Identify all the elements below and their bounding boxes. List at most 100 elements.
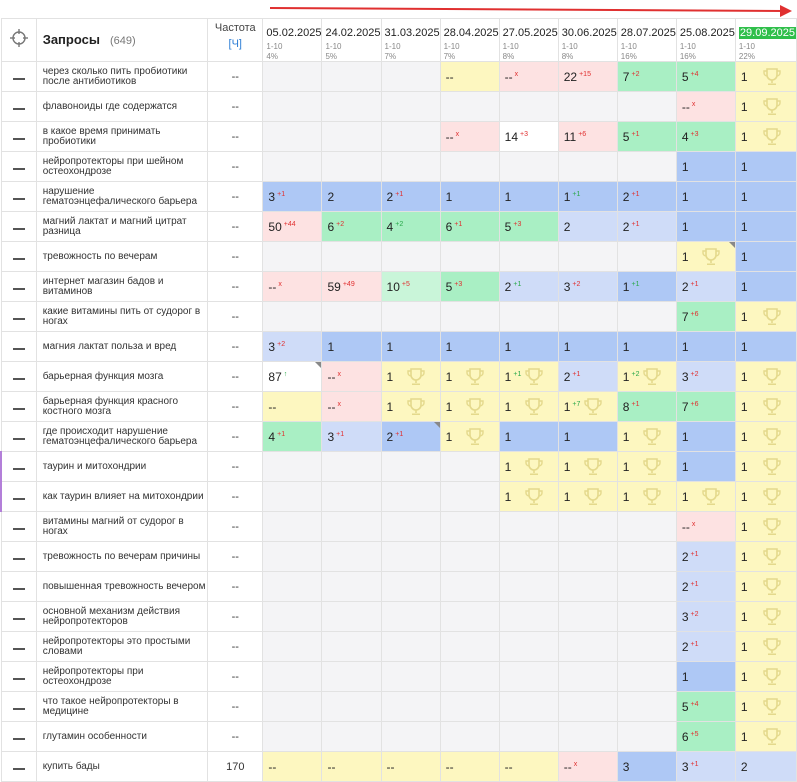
position-cell[interactable] bbox=[380, 121, 441, 152]
position-cell[interactable]: 1 bbox=[734, 691, 797, 722]
position-cell[interactable] bbox=[380, 151, 441, 182]
position-cell[interactable]: 1 bbox=[734, 631, 797, 662]
query-text[interactable]: интернет магазин бадов и витаминов bbox=[35, 271, 209, 302]
position-cell[interactable]: -- x bbox=[498, 61, 559, 92]
position-cell[interactable] bbox=[557, 151, 618, 182]
position-cell[interactable]: 6 +2 bbox=[321, 211, 382, 242]
position-cell[interactable] bbox=[262, 511, 323, 542]
position-cell[interactable]: 1 bbox=[734, 331, 797, 362]
query-text[interactable]: глутамин особенности bbox=[35, 721, 209, 752]
position-cell[interactable]: 1 bbox=[616, 451, 677, 482]
position-cell[interactable] bbox=[380, 481, 441, 512]
target-column-header[interactable] bbox=[0, 18, 37, 62]
date-column-header[interactable]: 25.08.2025 1-10 16% bbox=[675, 18, 736, 62]
position-cell[interactable]: 2 bbox=[321, 181, 382, 212]
position-cell[interactable] bbox=[616, 301, 677, 332]
position-cell[interactable] bbox=[262, 241, 323, 272]
position-cell[interactable]: -- x bbox=[262, 271, 323, 302]
position-cell[interactable] bbox=[321, 661, 382, 692]
position-cell[interactable]: 2 +1 bbox=[675, 631, 736, 662]
position-cell[interactable]: 1 bbox=[734, 301, 797, 332]
position-cell[interactable]: -- x bbox=[321, 361, 382, 392]
position-cell[interactable]: 1 bbox=[557, 421, 618, 452]
position-cell[interactable] bbox=[380, 631, 441, 662]
position-cell[interactable]: 3 +1 bbox=[262, 181, 323, 212]
position-cell[interactable]: 10 +5 bbox=[380, 271, 441, 302]
row-action-button[interactable] bbox=[0, 691, 37, 722]
query-text[interactable]: через сколько пить пробиотики после анти… bbox=[35, 61, 209, 92]
query-text[interactable]: нейропротекторы при шейном остеохондрозе bbox=[35, 151, 209, 182]
position-cell[interactable]: 22 +15 bbox=[557, 61, 618, 92]
row-action-button[interactable] bbox=[0, 421, 37, 452]
position-cell[interactable]: 1 bbox=[734, 61, 797, 92]
position-cell[interactable]: 3 +1 bbox=[321, 421, 382, 452]
row-action-button[interactable] bbox=[0, 541, 37, 572]
position-cell[interactable]: 1 bbox=[734, 391, 797, 422]
query-text[interactable]: где происходит нарушение гематоэнцефалич… bbox=[35, 421, 209, 452]
position-cell[interactable]: 1 bbox=[616, 421, 677, 452]
position-cell[interactable] bbox=[498, 691, 559, 722]
position-cell[interactable] bbox=[262, 691, 323, 722]
position-cell[interactable] bbox=[616, 541, 677, 572]
position-cell[interactable] bbox=[557, 691, 618, 722]
position-cell[interactable] bbox=[439, 511, 500, 542]
query-text[interactable]: нейропротекторы это простыми словами bbox=[35, 631, 209, 662]
position-cell[interactable]: -- bbox=[439, 61, 500, 92]
position-cell[interactable] bbox=[557, 91, 618, 122]
query-text[interactable]: как таурин влияет на митохондрии bbox=[35, 481, 209, 512]
row-action-button[interactable] bbox=[0, 331, 37, 362]
query-text[interactable]: барьерная функция мозга bbox=[35, 361, 209, 392]
position-cell[interactable] bbox=[380, 571, 441, 602]
position-cell[interactable] bbox=[498, 571, 559, 602]
position-cell[interactable]: 1 bbox=[557, 481, 618, 512]
position-cell[interactable]: 14 +3 bbox=[498, 121, 559, 152]
position-cell[interactable]: 8 +1 bbox=[616, 391, 677, 422]
position-cell[interactable]: 1 bbox=[734, 541, 797, 572]
position-cell[interactable]: 1 bbox=[439, 331, 500, 362]
position-cell[interactable] bbox=[498, 541, 559, 572]
position-cell[interactable]: 1 bbox=[734, 721, 797, 752]
row-action-button[interactable] bbox=[0, 511, 37, 542]
position-cell[interactable]: 2 +1 bbox=[380, 181, 441, 212]
position-cell[interactable]: 1 bbox=[734, 181, 797, 212]
position-cell[interactable] bbox=[321, 121, 382, 152]
position-cell[interactable]: 5 +4 bbox=[675, 61, 736, 92]
position-cell[interactable]: 2 +1 bbox=[498, 271, 559, 302]
position-cell[interactable]: 1 bbox=[557, 451, 618, 482]
query-text[interactable]: магний лактат и магний цитрат разница bbox=[35, 211, 209, 242]
position-cell[interactable]: 7 +6 bbox=[675, 301, 736, 332]
query-text[interactable]: тревожность по вечерам bbox=[35, 241, 209, 272]
date-column-header[interactable]: 31.03.2025 1-10 7% bbox=[380, 18, 441, 62]
position-cell[interactable]: 1 bbox=[439, 181, 500, 212]
position-cell[interactable] bbox=[616, 571, 677, 602]
position-cell[interactable]: 1 bbox=[675, 451, 736, 482]
position-cell[interactable]: 50 +44 bbox=[262, 211, 323, 242]
position-cell[interactable]: -- bbox=[498, 751, 559, 782]
position-cell[interactable] bbox=[262, 631, 323, 662]
position-cell[interactable]: -- x bbox=[439, 121, 500, 152]
position-cell[interactable]: 1 bbox=[616, 331, 677, 362]
position-cell[interactable]: 1 bbox=[734, 511, 797, 542]
row-action-button[interactable] bbox=[0, 121, 37, 152]
position-cell[interactable]: 6 +5 bbox=[675, 721, 736, 752]
position-cell[interactable]: -- bbox=[439, 751, 500, 782]
position-cell[interactable]: 1 bbox=[734, 271, 797, 302]
row-action-button[interactable] bbox=[0, 361, 37, 392]
position-cell[interactable]: 1 bbox=[734, 571, 797, 602]
position-cell[interactable] bbox=[262, 121, 323, 152]
position-cell[interactable] bbox=[439, 661, 500, 692]
date-column-header[interactable]: 28.04.2025 1-10 7% bbox=[439, 18, 500, 62]
frequency-column-header[interactable]: Частота [Ч] bbox=[207, 18, 264, 62]
position-cell[interactable] bbox=[439, 481, 500, 512]
position-cell[interactable] bbox=[616, 151, 677, 182]
position-cell[interactable] bbox=[321, 451, 382, 482]
position-cell[interactable]: 3 +2 bbox=[557, 271, 618, 302]
position-cell[interactable] bbox=[380, 661, 441, 692]
position-cell[interactable] bbox=[439, 151, 500, 182]
query-text[interactable]: нарушение гематоэнцефалического барьера bbox=[35, 181, 209, 212]
position-cell[interactable] bbox=[380, 241, 441, 272]
position-cell[interactable]: 1 bbox=[498, 481, 559, 512]
position-cell[interactable]: 5 +3 bbox=[439, 271, 500, 302]
query-text[interactable]: повышенная тревожность вечером bbox=[35, 571, 209, 602]
position-cell[interactable] bbox=[321, 571, 382, 602]
